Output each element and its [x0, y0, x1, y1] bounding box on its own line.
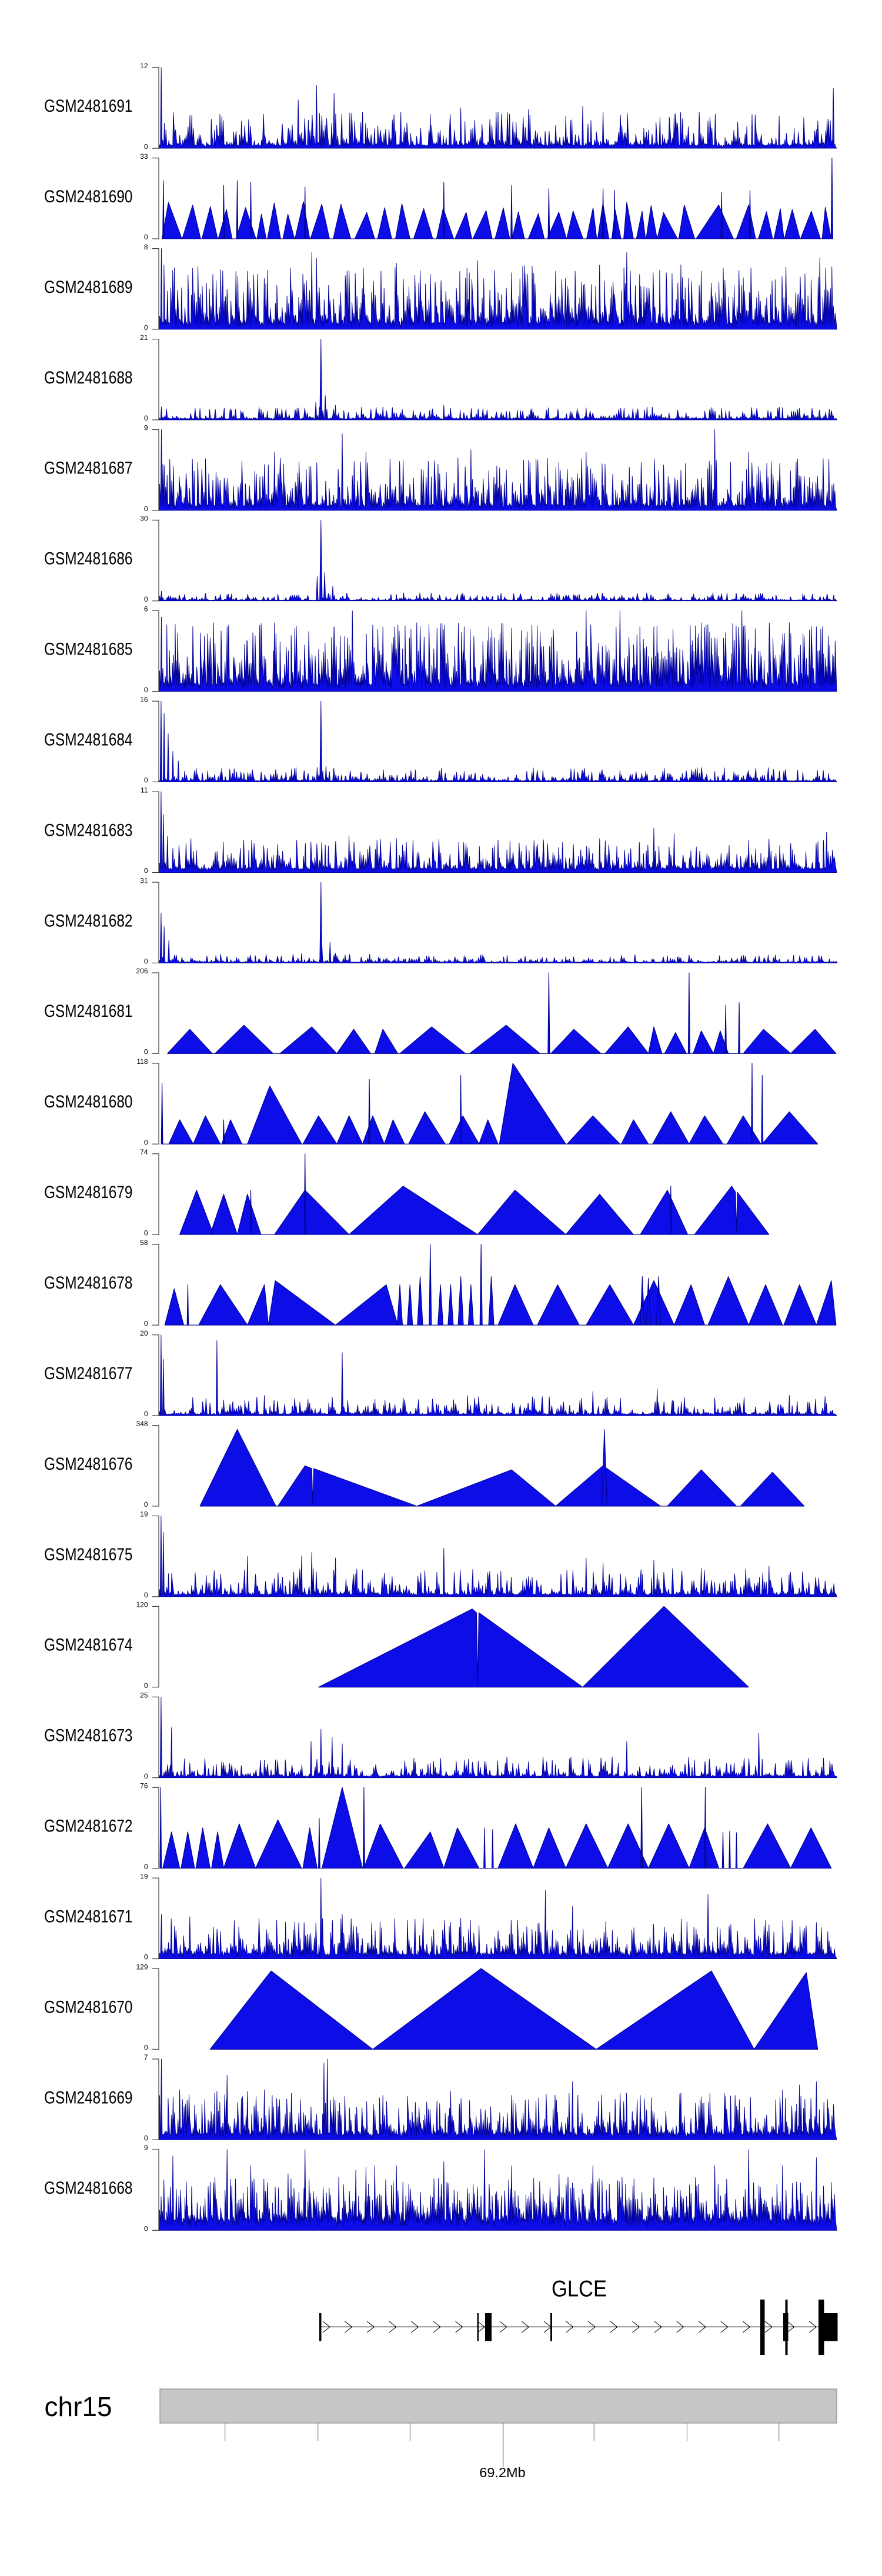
svg-text:0: 0 [144, 2134, 148, 2143]
svg-text:0: 0 [144, 1591, 148, 1599]
svg-text:0: 0 [144, 1138, 148, 1146]
svg-text:11: 11 [141, 786, 148, 794]
svg-text:0: 0 [144, 1319, 148, 1327]
svg-text:206: 206 [136, 967, 148, 975]
svg-text:GSM2481672: GSM2481672 [44, 1817, 133, 1836]
svg-text:0: 0 [144, 1772, 148, 1780]
svg-text:31: 31 [140, 876, 148, 885]
svg-text:GSM2481680: GSM2481680 [44, 1092, 133, 1112]
svg-text:0: 0 [144, 957, 148, 966]
svg-text:chr15: chr15 [45, 2391, 112, 2422]
svg-text:25: 25 [140, 1691, 148, 1700]
svg-text:GSM2481677: GSM2481677 [44, 1364, 133, 1383]
svg-text:0: 0 [144, 233, 148, 241]
svg-text:0: 0 [144, 1048, 148, 1056]
svg-text:348: 348 [136, 1420, 148, 1428]
svg-text:0: 0 [144, 414, 148, 422]
svg-text:0: 0 [144, 1863, 148, 1871]
svg-text:0: 0 [144, 2044, 148, 2052]
svg-text:GSM2481676: GSM2481676 [44, 1454, 133, 1474]
svg-text:129: 129 [136, 1963, 148, 1971]
svg-text:GSM2481684: GSM2481684 [44, 730, 133, 750]
svg-text:12: 12 [140, 62, 148, 70]
svg-text:58: 58 [140, 1239, 148, 1247]
svg-text:7: 7 [144, 2053, 148, 2061]
svg-text:GSM2481691: GSM2481691 [44, 96, 133, 116]
svg-text:19: 19 [140, 1510, 148, 1519]
svg-text:6: 6 [144, 605, 148, 613]
svg-text:GLCE: GLCE [552, 2277, 607, 2302]
svg-text:0: 0 [144, 323, 148, 332]
svg-text:0: 0 [144, 686, 148, 694]
svg-text:GSM2481682: GSM2481682 [44, 911, 133, 930]
svg-text:69.2Mb: 69.2Mb [479, 2465, 525, 2480]
svg-text:GSM2481675: GSM2481675 [44, 1545, 133, 1564]
svg-text:0: 0 [144, 1681, 148, 1690]
svg-text:GSM2481673: GSM2481673 [44, 1726, 133, 1746]
svg-text:8: 8 [144, 243, 148, 251]
svg-text:0: 0 [144, 142, 148, 151]
svg-text:33: 33 [140, 152, 148, 161]
svg-text:GSM2481669: GSM2481669 [44, 2088, 133, 2107]
svg-text:GSM2481679: GSM2481679 [44, 1183, 133, 1202]
svg-text:120: 120 [136, 1601, 148, 1609]
svg-text:21: 21 [140, 333, 148, 342]
svg-text:0: 0 [144, 1953, 148, 1961]
svg-text:0: 0 [144, 595, 148, 603]
svg-text:118: 118 [136, 1057, 148, 1066]
svg-text:GSM2481670: GSM2481670 [44, 1997, 133, 2017]
svg-text:GSM2481690: GSM2481690 [44, 187, 133, 206]
svg-text:GSM2481687: GSM2481687 [44, 459, 133, 478]
svg-text:9: 9 [144, 2144, 148, 2152]
svg-text:30: 30 [140, 515, 148, 523]
svg-text:20: 20 [140, 1329, 148, 1337]
svg-text:0: 0 [144, 867, 148, 875]
svg-text:9: 9 [144, 424, 148, 432]
svg-text:19: 19 [140, 1872, 148, 1880]
svg-text:0: 0 [144, 1229, 148, 1237]
svg-text:GSM2481678: GSM2481678 [44, 1273, 133, 1293]
svg-text:0: 0 [144, 776, 148, 785]
svg-text:74: 74 [140, 1148, 148, 1156]
svg-text:GSM2481689: GSM2481689 [44, 278, 133, 297]
svg-text:GSM2481686: GSM2481686 [44, 549, 133, 569]
svg-text:GSM2481681: GSM2481681 [44, 1002, 133, 1021]
svg-text:GSM2481688: GSM2481688 [44, 368, 133, 388]
svg-text:0: 0 [144, 1500, 148, 1509]
svg-text:0: 0 [144, 505, 148, 513]
svg-text:0: 0 [144, 1410, 148, 1418]
svg-text:GSM2481683: GSM2481683 [44, 820, 133, 840]
svg-text:GSM2481668: GSM2481668 [44, 2178, 133, 2198]
svg-text:16: 16 [140, 695, 148, 703]
svg-text:GSM2481685: GSM2481685 [44, 640, 133, 659]
svg-text:GSM2481671: GSM2481671 [44, 1907, 133, 1926]
svg-text:GSM2481674: GSM2481674 [44, 1636, 133, 1655]
svg-text:76: 76 [140, 1782, 148, 1790]
svg-text:0: 0 [144, 2225, 148, 2233]
